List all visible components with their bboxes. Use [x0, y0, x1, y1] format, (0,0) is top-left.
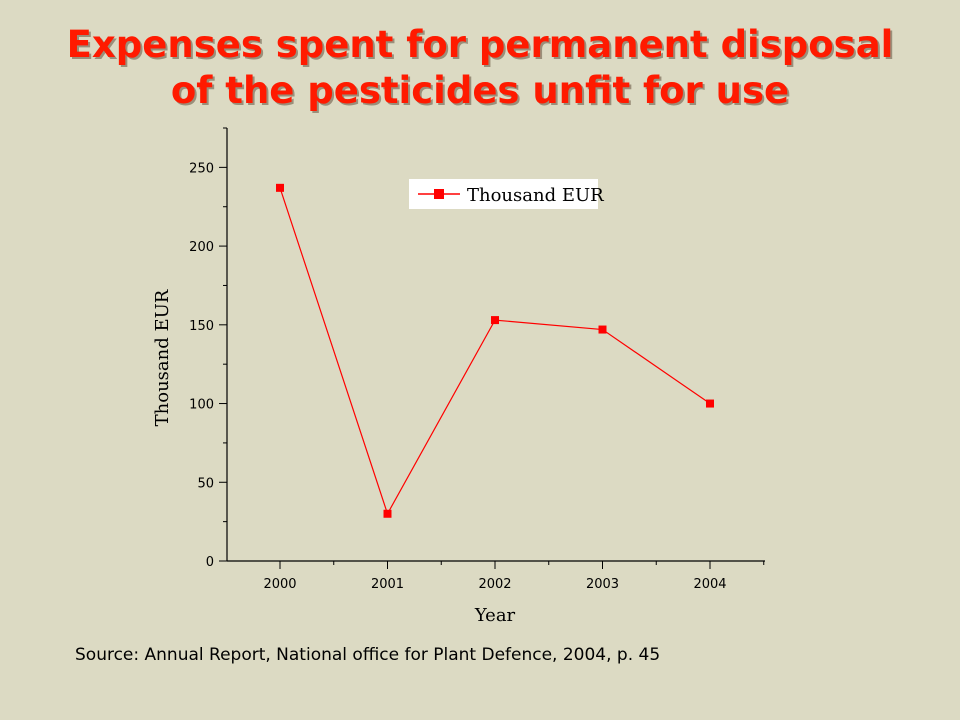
chart-ticks: 0 50 100 150 200 250 2000 2001 2002 2003 2004 [189, 127, 765, 592]
title-line-1: Expenses spent for permanent disposal [66, 23, 894, 66]
x-tick-label: 2004 [693, 577, 726, 592]
slide-title: Expenses spent for permanent disposal of… [0, 22, 960, 114]
x-tick-label: 2003 [586, 577, 619, 592]
title-line-2: of the pesticides unfit for use [170, 69, 790, 112]
data-point-marker [276, 183, 284, 192]
data-point-marker [383, 509, 392, 518]
y-tick-label: 250 [189, 161, 214, 176]
chart-axes [226, 128, 765, 562]
data-point-marker [706, 399, 714, 408]
data-point-marker [491, 316, 499, 325]
y-tick-label: 50 [197, 476, 214, 491]
y-tick-label: 150 [189, 319, 214, 334]
x-axis-title: Year [474, 605, 516, 626]
y-tick-label: 200 [189, 240, 214, 255]
y-tick-label: 0 [206, 555, 214, 570]
y-axis-title: Thousand EUR [152, 289, 173, 426]
source-note: Source: Annual Report, National office f… [75, 645, 661, 665]
legend-label: Thousand EUR [467, 185, 604, 206]
x-tick-label: 2002 [478, 577, 511, 592]
x-tick-label: 2001 [371, 577, 404, 592]
x-tick-label: 2000 [263, 577, 296, 592]
chart-series [276, 183, 714, 518]
series-line [279, 187, 711, 516]
chart-legend: Thousand EUR [409, 179, 604, 209]
data-point-marker [598, 325, 607, 334]
y-tick-label: 100 [189, 398, 214, 413]
legend-marker [434, 189, 444, 199]
